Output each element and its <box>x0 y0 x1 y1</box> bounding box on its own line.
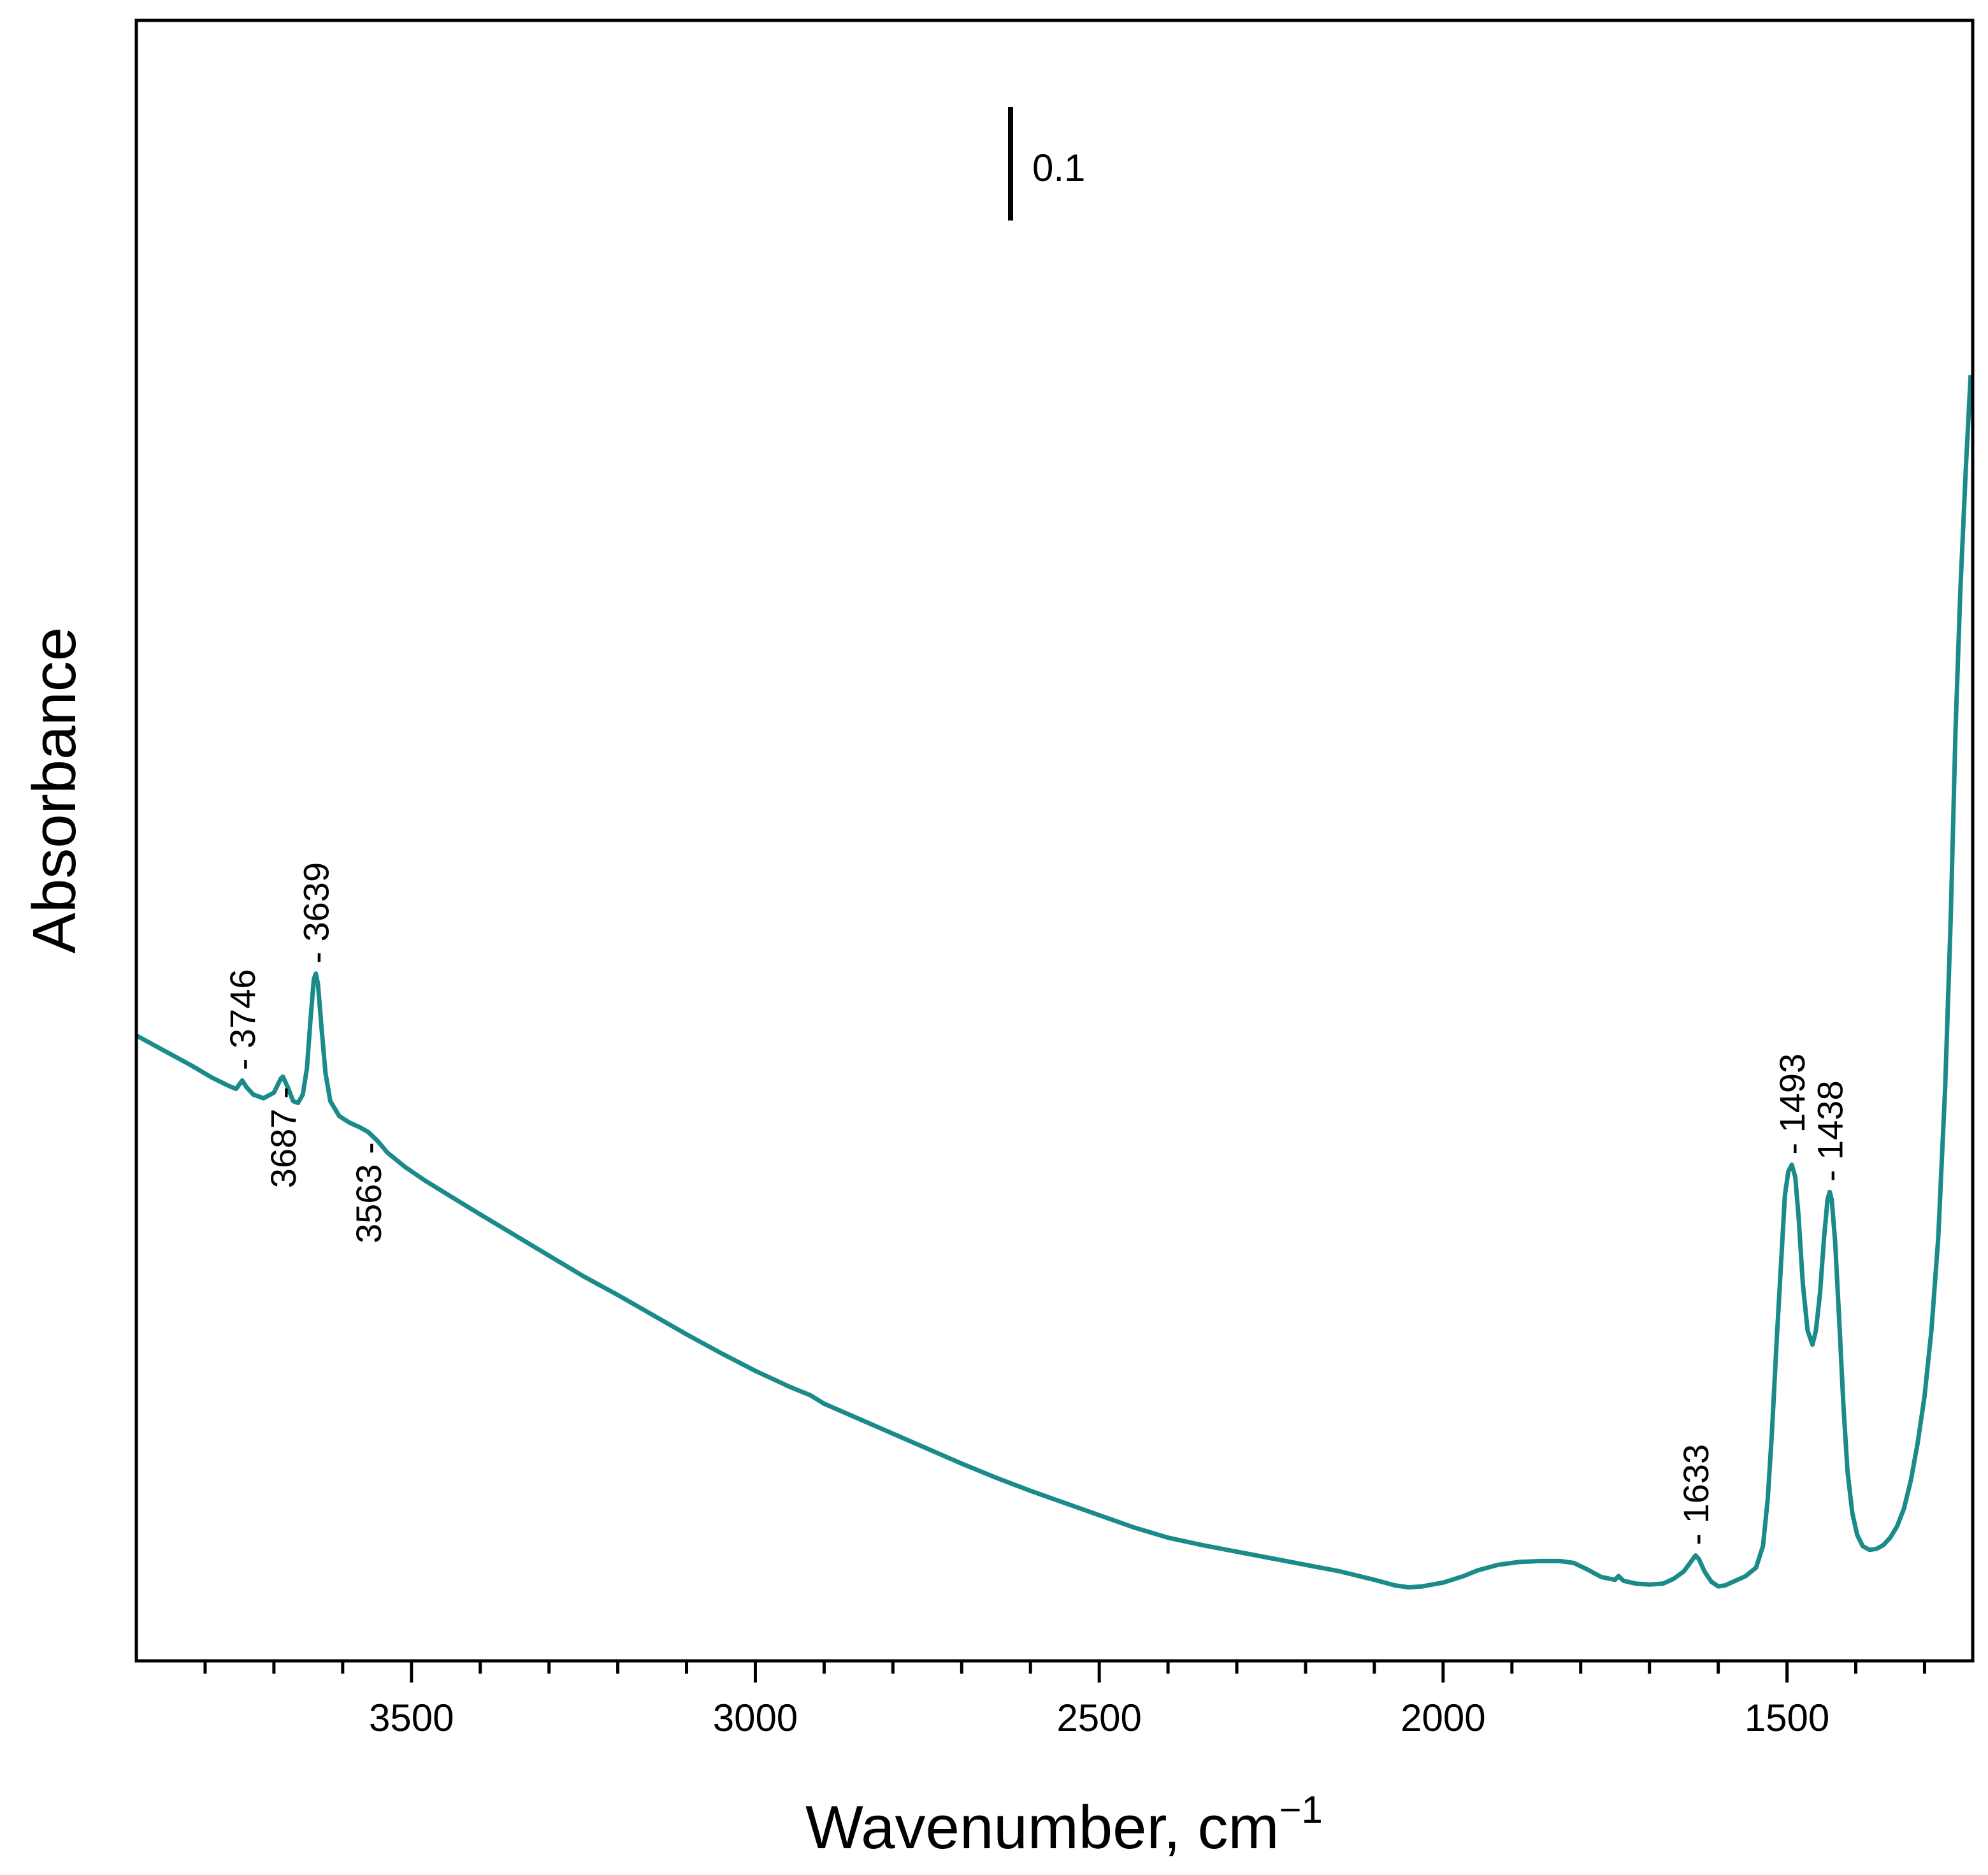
x-tick-label: 3000 <box>713 1697 798 1739</box>
x-axis-title-main: Wavenumber, cm <box>805 1793 1279 1862</box>
scale-bar-label: 0.1 <box>1032 147 1085 189</box>
scale-bar: 0.1 <box>1008 107 1085 221</box>
peak-annotations: - 3746 - 3639 3687 - 3563 - - 1633 - 1493- 14… <box>222 862 1850 1546</box>
peak-label-1438: - 1438 <box>1810 1080 1850 1182</box>
plot-frame <box>134 18 1975 1663</box>
x-tick-label: 2500 <box>1056 1697 1141 1739</box>
peak-label-3687: 3687 - <box>263 1087 303 1188</box>
y-axis-title: Absorbance <box>20 627 89 953</box>
x-axis-title-exponent: −1 <box>1279 1788 1322 1831</box>
x-tick-label: 2000 <box>1401 1697 1485 1739</box>
spectrum-line <box>136 375 1973 1590</box>
peak-label-3639: - 3639 <box>296 862 336 964</box>
x-tick-label: 1500 <box>1745 1697 1829 1739</box>
peak-label-1493: - 1493 <box>1772 1053 1812 1155</box>
peak-label-1633: - 1633 <box>1676 1444 1716 1546</box>
peak-label-3563: 3563 - <box>349 1142 389 1243</box>
x-axis-ticks: 3500 3000 2500 2000 1500 <box>203 1661 1926 1739</box>
x-tick-label: 3500 <box>369 1697 454 1739</box>
x-axis-title: Wavenumber, cm−1 <box>805 1788 1323 1862</box>
peak-label-3746: - 3746 <box>222 969 263 1071</box>
